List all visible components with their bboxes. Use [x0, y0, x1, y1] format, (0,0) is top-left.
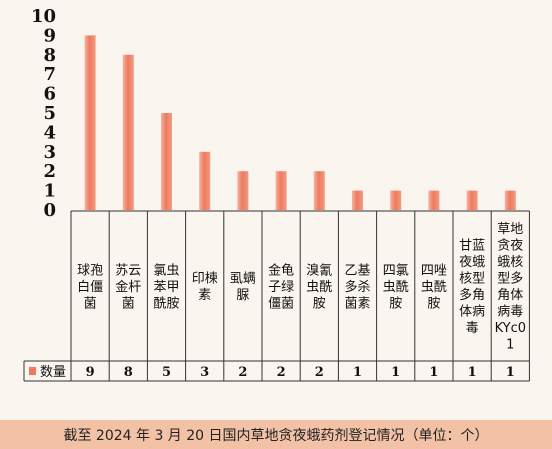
y-tick-label: 6 — [43, 84, 56, 105]
x-category-label: 苏云金杆菌 — [115, 262, 141, 311]
bar — [275, 171, 287, 210]
x-category-label: 溴氰虫酰胺 — [306, 262, 332, 311]
x-category-label: 氯虫苯甲酰胺 — [153, 263, 179, 311]
data-value-label: 2 — [238, 365, 247, 380]
x-category-label: 四唑虫酰胺 — [421, 262, 447, 311]
data-value-label: 1 — [468, 365, 477, 380]
y-tick-label: 2 — [43, 161, 56, 182]
bar — [428, 190, 440, 210]
x-category-label: 印楝素 — [192, 272, 218, 304]
x-category-label: 金龟子绿僵菌 — [268, 262, 294, 311]
y-tick-label: 1 — [43, 181, 56, 202]
data-value-label: 2 — [277, 365, 286, 380]
y-tick-label: 4 — [43, 122, 56, 143]
data-value-label: 1 — [506, 365, 515, 380]
bar — [313, 171, 325, 210]
data-value-label: 1 — [353, 365, 362, 380]
legend-label: 数量 — [40, 365, 66, 380]
bars-group — [84, 35, 516, 211]
y-tick-label: 8 — [43, 45, 56, 66]
y-tick-label: 7 — [43, 64, 56, 85]
y-tick-label: 0 — [43, 200, 56, 221]
y-tick-label: 3 — [43, 142, 56, 163]
data-value-label: 5 — [162, 365, 171, 380]
data-value-label: 2 — [315, 365, 324, 380]
bar — [352, 190, 363, 210]
bar — [466, 190, 478, 210]
y-tick-label: 5 — [43, 103, 56, 124]
data-value-label: 9 — [86, 365, 95, 380]
bar — [84, 35, 96, 211]
x-category-label: 球孢白僵菌 — [77, 263, 103, 311]
data-value-label: 1 — [391, 365, 400, 380]
bar — [199, 151, 211, 210]
data-value-label: 8 — [124, 365, 133, 380]
x-category-label: 乙基多杀菌素 — [344, 263, 370, 311]
data-value-label: 1 — [429, 365, 438, 380]
bar — [122, 54, 134, 210]
bar — [504, 190, 516, 210]
y-tick-label: 10 — [31, 6, 56, 27]
bar — [237, 171, 249, 210]
data-value-label: 3 — [200, 365, 209, 380]
x-category-label: 四氯虫酰胺 — [383, 263, 409, 311]
x-category-label: 虱螨脲 — [230, 272, 256, 304]
x-category-label: 甘蓝夜蛾核型多角体病毒 — [459, 239, 485, 337]
data-table: 球孢白僵菌 9 苏云金杆菌 8 氯虫苯甲酰胺 5 印楝素 3 虱螨脲 2 金龟子绿僵菌 2 溴氰虫酰胺 2… — [23, 210, 530, 382]
bar — [161, 113, 172, 210]
y-tick-label: 9 — [43, 25, 56, 46]
legend-swatch — [29, 367, 36, 375]
x-category-label: 草地贪夜蛾核型多角体病毒 KYc0 1 — [495, 222, 526, 353]
chart-caption: 截至 2024 年 3 月 20 日国内草地贪夜蛾药剂登记情况（单位：个） — [0, 420, 552, 449]
bar — [390, 190, 402, 210]
